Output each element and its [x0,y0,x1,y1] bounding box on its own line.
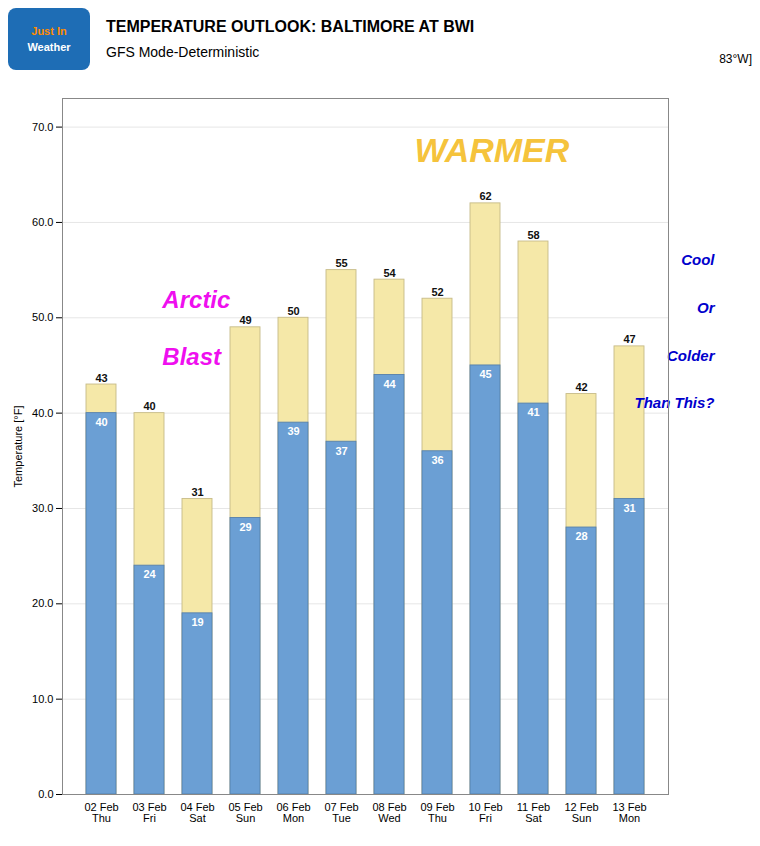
svg-text:WARMER: WARMER [414,131,569,169]
svg-text:05 FebSun: 05 FebSun [228,801,262,824]
svg-text:09 FebThu: 09 FebThu [420,801,454,824]
svg-text:39: 39 [287,425,299,437]
svg-text:41: 41 [527,406,539,418]
svg-text:10 FebFri: 10 FebFri [468,801,502,824]
svg-text:36: 36 [431,454,443,466]
svg-text:58: 58 [527,229,539,241]
svg-text:Arctic: Arctic [161,286,230,313]
svg-text:Or: Or [697,299,716,316]
svg-text:60.0: 60.0 [32,216,53,228]
html-text:Weather: Weather [27,41,71,53]
html-text:Just In: Just In [31,24,67,37]
svg-text:02 FebThu: 02 FebThu [84,801,118,824]
svg-text:55: 55 [335,257,347,269]
svg-text:45: 45 [479,368,491,380]
svg-text:03 FebFri: 03 FebFri [132,801,166,824]
svg-text:40: 40 [95,416,107,428]
svg-text:08 FebWed: 08 FebWed [372,801,406,824]
svg-text:29: 29 [239,521,251,533]
svg-text:Temperature [°F]: Temperature [°F] [12,405,24,487]
svg-text:20.0: 20.0 [32,597,53,609]
svg-text:24: 24 [143,568,156,580]
svg-text:50.0: 50.0 [32,311,53,323]
svg-text:06 FebMon: 06 FebMon [276,801,310,824]
html-text:TEMPERATURE OUTLOOK: BALTIMORE: TEMPERATURE OUTLOOK: BALTIMORE AT BWI [106,18,475,35]
svg-text:0.0: 0.0 [38,788,53,800]
svg-text:70.0: 70.0 [32,121,53,133]
svg-text:62: 62 [479,190,491,202]
svg-text:11 FebSat: 11 FebSat [517,801,550,824]
svg-text:43: 43 [95,372,107,384]
svg-text:31: 31 [623,502,635,514]
svg-text:40.0: 40.0 [32,407,53,419]
svg-text:13 FebMon: 13 FebMon [612,801,646,824]
svg-text:31: 31 [191,486,203,498]
svg-text:30.0: 30.0 [32,502,53,514]
svg-text:Cool: Cool [681,251,715,268]
svg-text:52: 52 [431,286,443,298]
svg-text:47: 47 [623,333,635,345]
svg-text:37: 37 [335,445,347,457]
svg-text:44: 44 [383,378,396,390]
svg-text:50: 50 [287,305,299,317]
svg-text:04 FebSat: 04 FebSat [180,801,214,824]
svg-text:19: 19 [191,616,203,628]
html-text:GFS Mode-Deterministic: GFS Mode-Deterministic [106,44,260,60]
svg-text:Blast: Blast [162,343,222,370]
html-text:83°W]: 83°W] [719,52,752,66]
svg-text:07 FebTue: 07 FebTue [324,801,358,824]
svg-text:28: 28 [575,530,587,542]
svg-text:49: 49 [239,314,251,326]
svg-text:40: 40 [143,400,155,412]
svg-text:42: 42 [575,381,587,393]
svg-text:10.0: 10.0 [32,693,53,705]
svg-text:54: 54 [383,267,396,279]
svg-text:Colder: Colder [667,347,716,364]
svg-text:Than This?: Than This? [635,394,715,411]
svg-text:12 FebSun: 12 FebSun [564,801,598,824]
